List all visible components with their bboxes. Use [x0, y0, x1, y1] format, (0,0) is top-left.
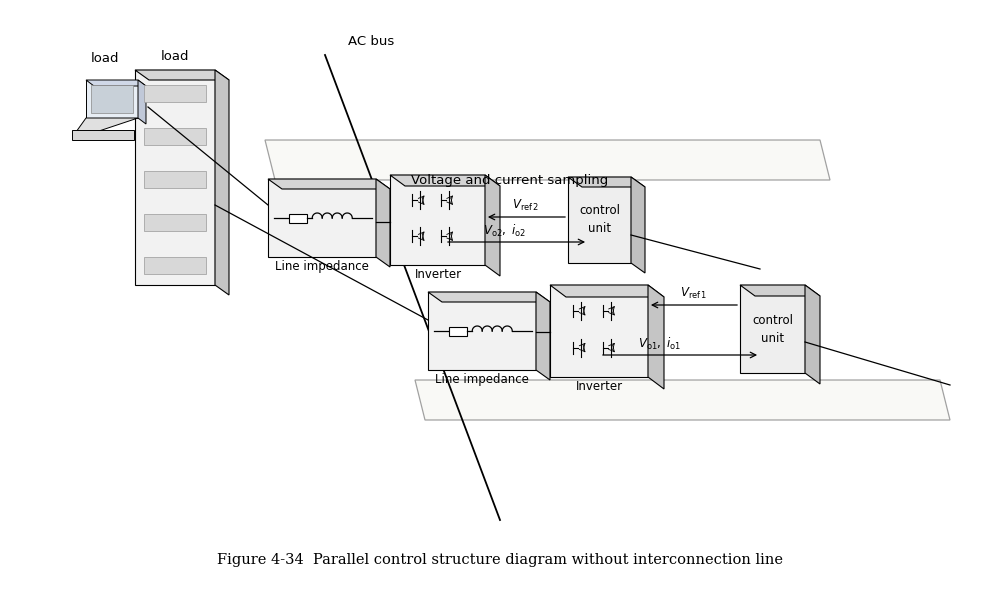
- Polygon shape: [485, 175, 500, 276]
- Text: load: load: [91, 52, 119, 65]
- Text: $V_{\rm o2},\ i_{\rm o2}$: $V_{\rm o2},\ i_{\rm o2}$: [483, 223, 527, 239]
- Polygon shape: [86, 80, 138, 118]
- Polygon shape: [76, 118, 138, 132]
- Bar: [144, 214, 206, 231]
- Text: Voltage and current sampling: Voltage and current sampling: [411, 174, 609, 187]
- Text: unit: unit: [761, 331, 785, 345]
- Text: unit: unit: [588, 221, 612, 234]
- Polygon shape: [428, 292, 550, 302]
- Text: control: control: [580, 203, 620, 217]
- Polygon shape: [568, 177, 631, 263]
- Bar: [144, 128, 206, 145]
- Polygon shape: [568, 177, 645, 187]
- Polygon shape: [648, 285, 664, 389]
- Polygon shape: [428, 292, 536, 370]
- Polygon shape: [536, 292, 550, 380]
- Bar: [144, 257, 206, 274]
- Polygon shape: [390, 175, 500, 186]
- Polygon shape: [215, 70, 229, 295]
- Text: AC bus: AC bus: [348, 35, 394, 48]
- Text: $V_{\rm ref\,2}$: $V_{\rm ref\,2}$: [512, 198, 540, 213]
- Polygon shape: [550, 285, 664, 297]
- Polygon shape: [390, 175, 485, 265]
- Bar: [449, 327, 467, 336]
- Polygon shape: [135, 70, 229, 80]
- Text: $V_{\rm o1},\ i_{\rm o1}$: $V_{\rm o1},\ i_{\rm o1}$: [638, 336, 682, 352]
- Text: Figure 4-34  Parallel control structure diagram without interconnection line: Figure 4-34 Parallel control structure d…: [217, 553, 783, 567]
- Bar: [91, 85, 133, 113]
- Polygon shape: [415, 380, 950, 420]
- Bar: [144, 171, 206, 188]
- Bar: [289, 214, 307, 223]
- Text: Inverter: Inverter: [414, 268, 462, 281]
- Polygon shape: [740, 285, 805, 373]
- Text: Line impedance: Line impedance: [435, 373, 529, 386]
- Polygon shape: [550, 285, 648, 377]
- Text: Line impedance: Line impedance: [275, 260, 369, 273]
- Polygon shape: [135, 70, 215, 285]
- Text: load: load: [161, 50, 189, 63]
- Bar: [72, 130, 134, 140]
- Polygon shape: [268, 179, 376, 257]
- Bar: [144, 85, 206, 102]
- Polygon shape: [376, 179, 390, 267]
- Polygon shape: [268, 179, 390, 189]
- Text: control: control: [753, 314, 794, 327]
- Polygon shape: [805, 285, 820, 384]
- Polygon shape: [86, 80, 146, 86]
- Text: Inverter: Inverter: [575, 380, 623, 393]
- Polygon shape: [631, 177, 645, 273]
- Text: $V_{\rm ref\,1}$: $V_{\rm ref\,1}$: [680, 286, 708, 301]
- Polygon shape: [138, 80, 146, 124]
- Polygon shape: [740, 285, 820, 296]
- Polygon shape: [265, 140, 830, 180]
